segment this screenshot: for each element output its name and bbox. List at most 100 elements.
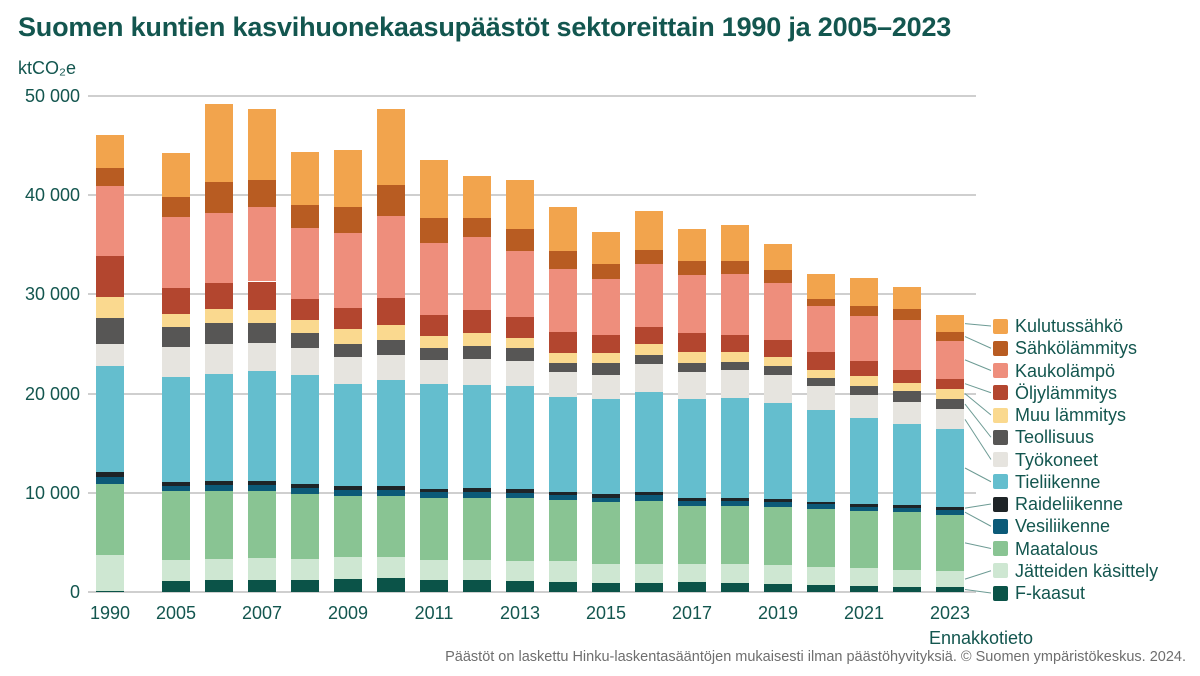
legend-item-oljylammitys: Öljylämmitys (993, 382, 1117, 404)
bar-segment-maatalous-2006 (205, 490, 233, 560)
bar-segment-jatteiden-kasittely-2008 (291, 559, 319, 581)
bar-segment-tyokoneet-2017 (678, 371, 706, 399)
bar-segment-kaukolampo-2006 (205, 213, 233, 284)
legend-item-maatalous: Maatalous (993, 538, 1098, 560)
bar-segment-maatalous-2009 (334, 495, 362, 558)
bar-segment-oljylammitys-2022 (893, 369, 921, 383)
bar-segment-teollisuus-2007 (248, 323, 276, 343)
legend-swatch-muu-lammitys (993, 407, 1008, 423)
bar-segment-raideliikenne-2008 (291, 483, 319, 488)
y-tick-label-10000: 10 000 (24, 482, 80, 503)
legend-swatch-teollisuus (993, 429, 1008, 445)
bar-segment-teollisuus-2010 (377, 340, 405, 355)
bar-segment-tieliikenne-2009 (334, 383, 362, 486)
legend-item-vesiliikenne: Vesiliikenne (993, 515, 1110, 537)
bar-segment-muu-lammitys-2018 (721, 351, 749, 362)
bar-segment-oljylammitys-2020 (807, 351, 835, 370)
bar-segment-teollisuus-2011 (420, 347, 448, 360)
bar-segment-kaukolampo-2016 (635, 263, 663, 328)
bar-segment-kaukolampo-2010 (377, 216, 405, 299)
bar-segment-f-kaasut-1990 (96, 591, 124, 592)
bar-segment-maatalous-2008 (291, 493, 319, 560)
bar-segment-vesiliikenne-2009 (334, 489, 362, 496)
bar-segment-sahkolammitys-1990 (96, 168, 124, 187)
bar-segment-kaukolampo-2008 (291, 227, 319, 300)
bar-segment-raideliikenne-2017 (678, 497, 706, 501)
x-tick-label-2013: 2013 (499, 603, 541, 623)
bar-segment-muu-lammitys-2009 (334, 329, 362, 344)
legend-item-teollisuus: Teollisuus (993, 426, 1094, 448)
bar-segment-teollisuus-2017 (678, 362, 706, 372)
bar-segment-kaukolampo-2005 (162, 217, 190, 289)
bar-segment-tyokoneet-2009 (334, 356, 362, 384)
bar-segment-maatalous-2018 (721, 505, 749, 565)
y-axis-unit-label: ktCO₂e (18, 58, 76, 78)
bar-segment-kaukolampo-2009 (334, 232, 362, 309)
bar-segment-kaukolampo-2013 (506, 250, 534, 318)
bar-segment-jatteiden-kasittely-1990 (96, 555, 124, 591)
bar-segment-muu-lammitys-2021 (850, 375, 878, 386)
bar-segment-teollisuus-2006 (205, 323, 233, 344)
bar-segment-tyokoneet-2018 (721, 369, 749, 398)
bar-segment-jatteiden-kasittely-2022 (893, 570, 921, 588)
bar-segment-f-kaasut-2011 (420, 580, 448, 592)
source-footnote: Päästöt on laskettu Hinku-laskentasääntö… (445, 649, 1186, 665)
bar-segment-tieliikenne-2023 (936, 429, 964, 507)
bar-segment-kulutussahko-2015 (592, 231, 620, 264)
bar-segment-tieliikenne-2022 (893, 424, 921, 505)
x-tick-label-2011: 2011 (414, 603, 454, 623)
bar-segment-raideliikenne-2021 (850, 503, 878, 507)
bar-segment-tyokoneet-2010 (377, 354, 405, 380)
legend-label-kaukolampo: Kaukolämpö (1015, 360, 1116, 381)
bar-segment-teollisuus-2023 (936, 398, 964, 410)
bar-segment-kulutussahko-2018 (721, 224, 749, 261)
bar-segment-vesiliikenne-2010 (377, 489, 405, 496)
bar-segment-tyokoneet-2007 (248, 343, 276, 371)
bar-segment-f-kaasut-2018 (721, 583, 749, 592)
bar-segment-muu-lammitys-2023 (936, 388, 964, 399)
bar-segment-maatalous-2013 (506, 497, 534, 562)
bar-segment-f-kaasut-2019 (764, 584, 792, 592)
bar-segment-jatteiden-kasittely-2007 (248, 558, 276, 581)
bar-segment-jatteiden-kasittely-2011 (420, 560, 448, 581)
bar-segment-sahkolammitys-2006 (205, 182, 233, 214)
bar-segment-sahkolammitys-2022 (893, 309, 921, 321)
gridline-0 (88, 591, 976, 593)
bar-segment-kulutussahko-2007 (248, 108, 276, 181)
legend-swatch-tieliikenne (993, 474, 1008, 490)
bar-segment-f-kaasut-2012 (463, 580, 491, 592)
bar-segment-tieliikenne-2019 (764, 402, 792, 499)
bar-segment-tyokoneet-2020 (807, 385, 835, 411)
bar-segment-teollisuus-2019 (764, 365, 792, 375)
bar-segment-kaukolampo-2020 (807, 306, 835, 352)
bar-segment-tieliikenne-2017 (678, 398, 706, 498)
legend-swatch-raideliikenne (993, 496, 1008, 512)
bar-segment-kulutussahko-2009 (334, 149, 362, 208)
bar-segment-sahkolammitys-2009 (334, 207, 362, 233)
bar-segment-sahkolammitys-2020 (807, 299, 835, 307)
bar-segment-muu-lammitys-2019 (764, 356, 792, 366)
legend-label-vesiliikenne: Vesiliikenne (1015, 516, 1111, 537)
bar-segment-vesiliikenne-2014 (549, 494, 577, 500)
bar-segment-sahkolammitys-2017 (678, 260, 706, 275)
bar-segment-oljylammitys-2011 (420, 315, 448, 337)
bar-segment-jatteiden-kasittely-2009 (334, 557, 362, 580)
bar-segment-raideliikenne-2006 (205, 480, 233, 485)
bar-segment-kulutussahko-2019 (764, 243, 792, 270)
legend-swatch-oljylammitys (993, 385, 1008, 401)
bar-segment-oljylammitys-2006 (205, 283, 233, 310)
bar-segment-raideliikenne-2018 (721, 497, 749, 501)
legend-item-sahkolammitys: Sähkölämmitys (993, 337, 1137, 359)
x-tick-label-2021: 2021 (843, 603, 885, 623)
bar-segment-sahkolammitys-2013 (506, 228, 534, 251)
bar-segment-muu-lammitys-2015 (592, 352, 620, 363)
bar-segment-vesiliikenne-2012 (463, 491, 491, 498)
x-tick-label-2019: 2019 (757, 603, 799, 623)
bar-segment-oljylammitys-1990 (96, 255, 124, 298)
bar-segment-kulutussahko-2020 (807, 273, 835, 300)
bar-segment-oljylammitys-2017 (678, 333, 706, 352)
bar-segment-muu-lammitys-2014 (549, 352, 577, 363)
bar-segment-teollisuus-2014 (549, 362, 577, 372)
bar-segment-muu-lammitys-2008 (291, 320, 319, 334)
x-tick-label-2007: 2007 (241, 603, 283, 623)
